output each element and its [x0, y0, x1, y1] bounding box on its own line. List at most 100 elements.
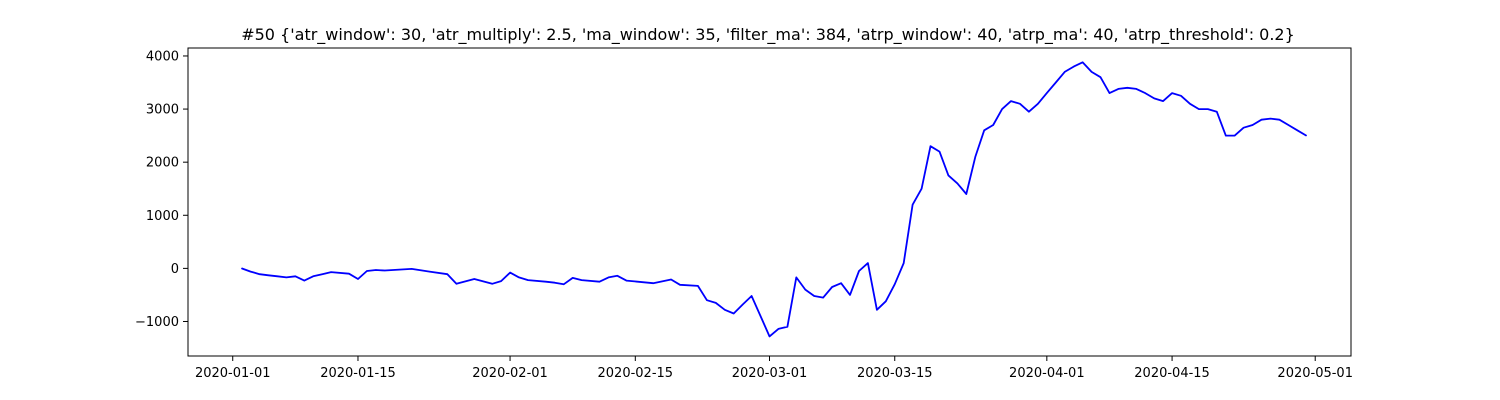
- data-point: [259, 273, 261, 275]
- data-point: [1046, 92, 1048, 94]
- y-tick-label: 4000: [146, 49, 179, 64]
- x-tick-label: 2020-02-01: [472, 366, 548, 381]
- data-point: [572, 277, 574, 279]
- data-point: [267, 274, 270, 276]
- series-line: [241, 61, 1307, 338]
- y-tick-label: 2000: [146, 156, 179, 171]
- data-point: [1243, 127, 1245, 129]
- data-point: [1108, 92, 1111, 94]
- data-point: [938, 151, 941, 153]
- data-point: [518, 276, 520, 278]
- data-point: [348, 273, 350, 275]
- data-point: [679, 284, 681, 286]
- data-point: [1269, 118, 1272, 120]
- data-point: [303, 280, 305, 282]
- data-point: [733, 312, 735, 315]
- data-point: [1252, 124, 1254, 126]
- data-point: [1144, 92, 1146, 94]
- data-point: [786, 326, 789, 328]
- data-point: [1305, 135, 1307, 137]
- data-point: [1028, 111, 1030, 113]
- data-point: [1153, 97, 1155, 99]
- series-layer: [241, 61, 1307, 338]
- data-point: [992, 124, 994, 126]
- y-tick-label: 1000: [146, 209, 179, 224]
- data-point: [876, 309, 878, 311]
- data-point: [384, 269, 386, 272]
- data-point: [509, 272, 511, 274]
- data-point: [867, 262, 869, 264]
- data-point: [804, 289, 806, 291]
- x-tick-label: 2020-04-01: [1009, 366, 1085, 381]
- y-tick-label: 0: [171, 262, 179, 277]
- data-point: [822, 297, 824, 299]
- y-tick-label: −1000: [135, 315, 179, 330]
- data-point: [795, 276, 797, 278]
- data-point: [1278, 119, 1280, 121]
- data-point: [312, 275, 314, 277]
- data-point: [357, 278, 359, 280]
- data-point: [411, 268, 413, 270]
- data-point: [500, 280, 502, 282]
- data-point: [1162, 100, 1164, 102]
- x-tick-label: 2020-01-15: [320, 366, 396, 381]
- data-point: [724, 309, 726, 311]
- data-point: [956, 182, 959, 184]
- data-point: [294, 275, 296, 277]
- data-point: [455, 283, 457, 285]
- data-point: [554, 282, 556, 284]
- data-point: [545, 281, 547, 283]
- data-point: [831, 286, 833, 288]
- data-point: [813, 295, 815, 297]
- data-point: [742, 303, 744, 306]
- data-point: [473, 278, 475, 280]
- x-tick-label: 2020-03-15: [857, 366, 933, 381]
- x-tick-label: 2020-03-01: [732, 366, 808, 381]
- data-point: [1117, 88, 1119, 90]
- data-point: [1296, 129, 1298, 131]
- data-point: [527, 279, 529, 281]
- data-point: [921, 188, 923, 190]
- data-point: [777, 328, 780, 330]
- data-point: [276, 275, 279, 277]
- data-point: [241, 267, 243, 269]
- x-tick-label: 2020-02-15: [598, 366, 674, 381]
- data-point: [1010, 100, 1012, 102]
- data-point: [581, 279, 583, 281]
- data-point: [428, 271, 431, 273]
- data-point: [1180, 95, 1182, 97]
- data-point: [321, 273, 323, 275]
- data-point: [625, 280, 628, 282]
- data-point: [1260, 119, 1263, 121]
- data-point: [885, 300, 887, 302]
- data-point: [670, 278, 672, 281]
- y-axis: −1000 0 1000 2000 3000 4000: [135, 49, 188, 330]
- data-point: [912, 204, 914, 206]
- data-point: [858, 270, 860, 272]
- data-point: [697, 285, 699, 287]
- data-point: [563, 283, 565, 285]
- data-point: [947, 174, 950, 176]
- data-point: [983, 129, 985, 131]
- data-point: [715, 302, 717, 304]
- data-point: [616, 275, 619, 277]
- data-point: [965, 193, 967, 195]
- data-point: [366, 270, 368, 272]
- data-point: [1001, 108, 1003, 110]
- data-point: [1055, 81, 1057, 84]
- data-point: [1207, 108, 1209, 110]
- data-point: [1225, 135, 1227, 137]
- data-point: [768, 335, 771, 337]
- data-point: [1037, 103, 1039, 105]
- data-point: [1091, 71, 1093, 73]
- data-point: [250, 271, 252, 273]
- x-axis: 2020-01-01 2020-01-15 2020-02-01 2020-02-15…: [195, 356, 1353, 381]
- data-point: [1126, 87, 1128, 89]
- data-point: [903, 262, 905, 264]
- data-point: [1019, 103, 1021, 105]
- data-point: [330, 271, 332, 273]
- data-point: [1082, 61, 1084, 63]
- data-point: [894, 283, 896, 285]
- x-tick-label: 2020-04-15: [1134, 366, 1210, 381]
